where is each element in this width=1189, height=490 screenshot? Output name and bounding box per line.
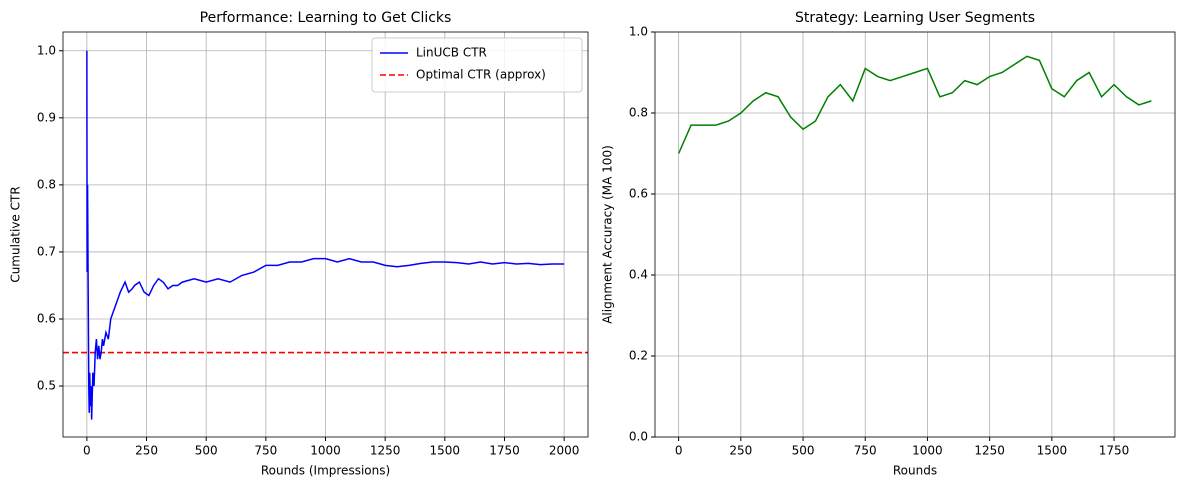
x-tick-label: 750 [254,444,277,458]
chart-title: Performance: Learning to Get Clicks [200,10,452,26]
y-tick-label: 0.9 [37,110,56,124]
y-tick-label: 0.6 [37,311,56,325]
x-tick-label: 0 [83,444,91,458]
y-axis-label: Alignment Accuracy (MA 100) [601,145,615,324]
x-tick-label: 1500 [1037,444,1068,458]
legend-label: LinUCB CTR [416,46,487,60]
x-axis-label: Rounds (Impressions) [261,464,390,478]
legend-label: Optimal CTR (approx) [416,68,546,82]
axes-frame [62,31,589,438]
data-line [86,50,565,420]
y-tick-label: 0.4 [629,268,648,282]
legend-frame [371,37,583,93]
y-tick-label: 0.8 [37,177,56,191]
x-tick-label: 1500 [430,444,461,458]
y-tick-label: 1.0 [629,25,648,39]
y-tick-label: 0.6 [629,187,648,201]
axes-frame [654,31,1176,438]
y-axis-label: Cumulative CTR [9,186,23,282]
legend: LinUCB CTR Optimal CTR (approx) [371,37,583,93]
y-tick-label: 0.0 [629,430,648,444]
y-tick-label: 1.0 [37,43,56,57]
x-tick-label: 1000 [912,444,943,458]
x-tick-label: 750 [854,444,877,458]
x-tick-label: 1250 [370,444,401,458]
chart-title: Strategy: Learning User Segments [795,10,1035,26]
y-tick-label: 0.8 [629,106,648,120]
x-axis-label: Rounds [893,464,937,478]
x-tick-label: 0 [675,444,683,458]
y-tick-label: 0.7 [37,244,56,258]
x-tick-label: 1750 [489,444,520,458]
x-tick-label: 250 [135,444,158,458]
x-tick-label: 2000 [549,444,580,458]
x-tick-label: 500 [792,444,815,458]
x-tick-label: 1750 [1099,444,1130,458]
data-line [677,55,1152,154]
x-tick-label: 1250 [974,444,1005,458]
x-tick-label: 500 [195,444,218,458]
x-tick-label: 1000 [310,444,341,458]
x-tick-label: 250 [729,444,752,458]
y-tick-label: 0.5 [37,379,56,393]
y-tick-label: 0.2 [629,349,648,363]
